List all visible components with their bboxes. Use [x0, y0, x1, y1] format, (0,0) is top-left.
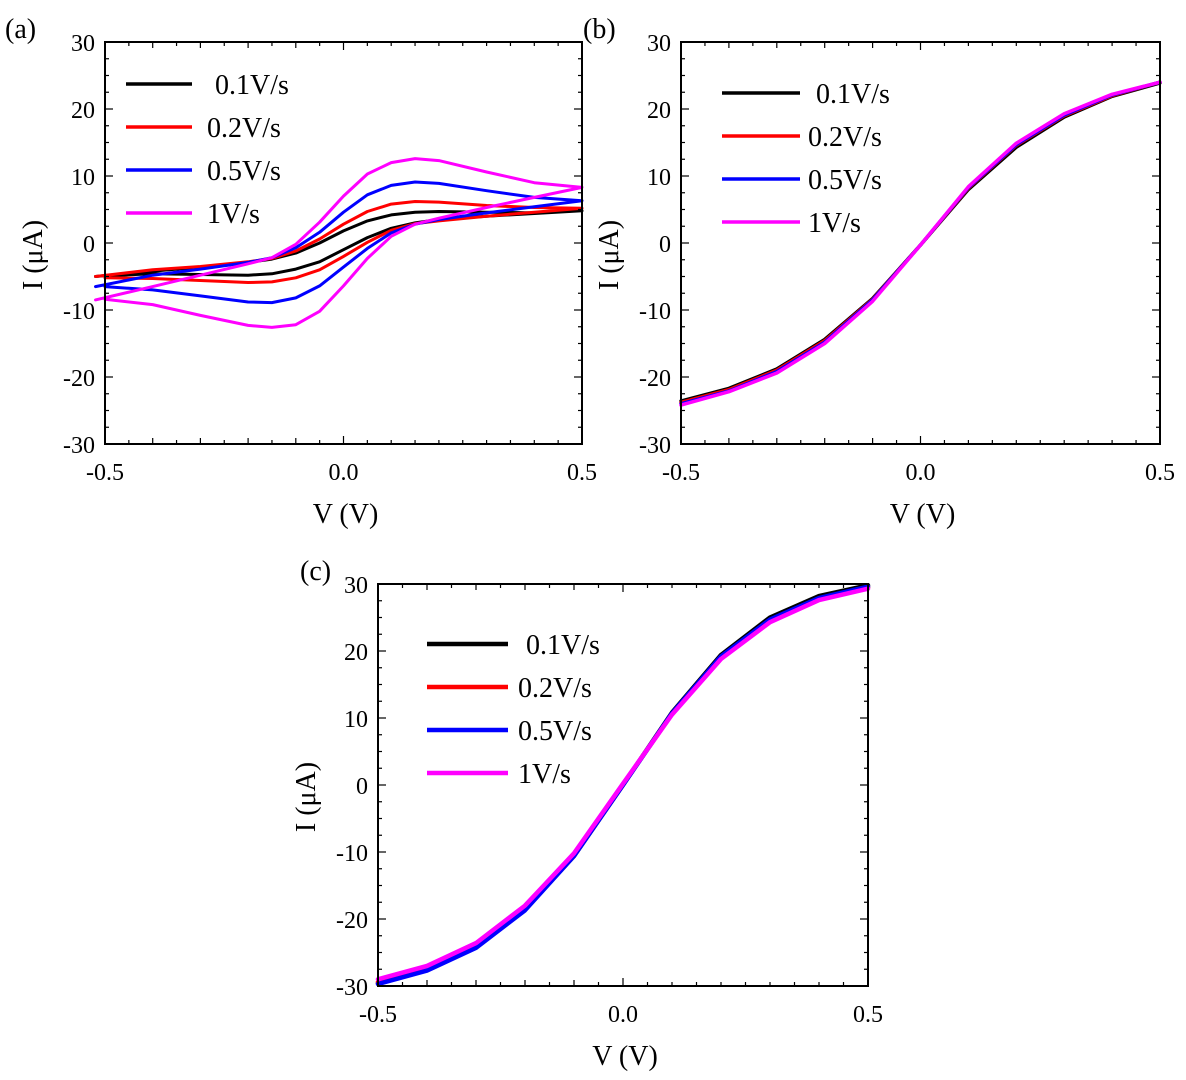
y-tick-label: -20	[336, 908, 368, 934]
x-tick-label: -0.5	[359, 1002, 397, 1028]
series-line-1	[375, 586, 871, 982]
legend-label-0-1: 0.1V/s	[816, 79, 890, 110]
y-tick-label: 20	[344, 640, 368, 666]
y-tick-label: 0	[659, 232, 671, 258]
legend-label-1: 1V/s	[207, 199, 260, 230]
panel-label: (a)	[5, 14, 36, 45]
y-tick-label: 10	[344, 707, 368, 733]
x-tick-label: -0.5	[662, 460, 700, 486]
x-tick-label: 0.5	[853, 1002, 883, 1028]
y-axis-label: I (μA)	[18, 220, 49, 290]
legend-label-0-2: 0.2V/s	[808, 122, 882, 153]
series-line-1	[94, 157, 584, 329]
y-tick-label: 10	[647, 165, 671, 191]
y-tick-label: 0	[83, 232, 95, 258]
series-line-1	[679, 80, 1162, 407]
y-tick-label: -20	[639, 366, 671, 392]
x-axis-label: V (V)	[313, 499, 379, 530]
y-tick-label: -30	[639, 433, 671, 459]
legend-label-0-2: 0.2V/s	[207, 113, 281, 144]
legend-label-0-5: 0.5V/s	[808, 165, 882, 196]
panel-label: (b)	[583, 14, 616, 45]
x-tick-label: -0.5	[86, 460, 124, 486]
y-tick-label: -10	[336, 841, 368, 867]
y-tick-label: 20	[647, 98, 671, 124]
series-line-0-1	[94, 209, 584, 278]
y-tick-label: 30	[344, 573, 368, 599]
panel-b: -0.5 0.0 0.5 -30 -20 -10 0 10 20 30 V (V) I (μA) (b)…	[583, 14, 1175, 530]
y-tick-label: 10	[71, 165, 95, 191]
panel-a: -0.5 0.0 0.5 -30 -20 -10 0 10 20 30 V (V) I (μA) (a)…	[5, 14, 597, 530]
y-tick-label: 20	[71, 98, 95, 124]
x-tick-label: 0.5	[567, 460, 597, 486]
x-tick-label: 0.0	[608, 1002, 638, 1028]
series-line-0-1	[679, 81, 1162, 403]
y-tick-label: -10	[63, 299, 95, 325]
legend-label-1: 1V/s	[808, 208, 861, 239]
y-tick-label: -20	[63, 366, 95, 392]
y-axis-label: I (μA)	[291, 762, 322, 832]
panel-c: -0.5 0.0 0.5 -30 -20 -10 0 10 20 30 V (V) I (μA) (c)…	[291, 556, 883, 1072]
y-axis-label: I (μA)	[594, 220, 625, 290]
x-axis-label: V (V)	[592, 1041, 658, 1072]
legend: 0.1V/s 0.2V/s 0.5V/s 1V/s	[722, 79, 890, 239]
y-tick-label: 30	[71, 31, 95, 57]
legend-label-0-5: 0.5V/s	[518, 716, 592, 747]
y-tick-label: -30	[63, 433, 95, 459]
y-tick-label: 0	[356, 774, 368, 800]
legend: 0.1V/s 0.2V/s 0.5V/s 1V/s	[126, 70, 289, 230]
legend-label-0-5: 0.5V/s	[207, 156, 281, 187]
legend-label-1: 1V/s	[518, 759, 571, 790]
plot-frame	[104, 41, 583, 445]
x-axis-label: V (V)	[890, 499, 956, 530]
legend-label-0-1: 0.1V/s	[526, 630, 600, 661]
y-tick-label: 30	[647, 31, 671, 57]
panel-label: (c)	[300, 556, 331, 587]
y-tick-label: -30	[336, 975, 368, 1001]
x-tick-label: 0.0	[329, 460, 359, 486]
legend: 0.1V/s 0.2V/s 0.5V/s 1V/s	[427, 630, 600, 790]
x-tick-label: 0.5	[1145, 460, 1175, 486]
x-tick-label: 0.0	[906, 460, 936, 486]
y-tick-label: -10	[639, 299, 671, 325]
legend-label-0-1: 0.1V/s	[215, 70, 289, 101]
legend-label-0-2: 0.2V/s	[518, 673, 592, 704]
